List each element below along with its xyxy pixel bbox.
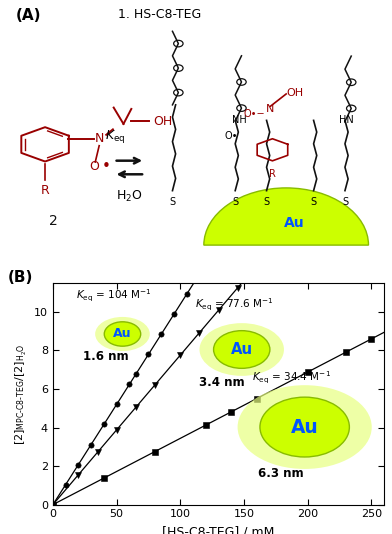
Text: NH: NH xyxy=(232,115,247,125)
Text: $\mathit{K}_{\rm eq}$ = 77.6 M$^{-1}$: $\mathit{K}_{\rm eq}$ = 77.6 M$^{-1}$ xyxy=(195,297,274,313)
Ellipse shape xyxy=(200,323,284,376)
Text: OH: OH xyxy=(153,115,172,128)
Text: $\mathit{K}_{\rm eq}$ = 104 M$^{-1}$: $\mathit{K}_{\rm eq}$ = 104 M$^{-1}$ xyxy=(76,288,152,304)
Text: 6.3 nm: 6.3 nm xyxy=(258,467,304,480)
Text: 1.6 nm: 1.6 nm xyxy=(83,350,128,363)
Text: S: S xyxy=(169,197,176,207)
Text: $\mathit{K}_{\rm eq}$: $\mathit{K}_{\rm eq}$ xyxy=(105,128,126,145)
Text: 2: 2 xyxy=(49,214,57,227)
Text: OH: OH xyxy=(286,88,303,98)
Text: Au: Au xyxy=(113,327,132,341)
Text: H$_2$O: H$_2$O xyxy=(116,189,143,203)
Text: O•: O• xyxy=(225,131,238,141)
Text: (B): (B) xyxy=(8,270,34,285)
Text: N: N xyxy=(94,132,104,145)
Text: Au: Au xyxy=(284,216,304,230)
X-axis label: [HS-C8-TEG] / mM: [HS-C8-TEG] / mM xyxy=(162,525,275,534)
Ellipse shape xyxy=(104,322,141,346)
Text: S: S xyxy=(342,197,348,207)
Text: S: S xyxy=(310,197,317,207)
Ellipse shape xyxy=(214,331,270,368)
Text: Au: Au xyxy=(230,342,253,357)
Text: (A): (A) xyxy=(16,8,41,23)
Ellipse shape xyxy=(95,317,150,351)
Text: S: S xyxy=(263,197,270,207)
Text: $\mathit{K}_{\rm eq}$ = 34.4 M$^{-1}$: $\mathit{K}_{\rm eq}$ = 34.4 M$^{-1}$ xyxy=(252,370,331,387)
Text: O•−: O•− xyxy=(244,109,266,120)
Text: Au: Au xyxy=(291,418,319,437)
Text: O: O xyxy=(89,160,100,172)
Text: R: R xyxy=(41,184,49,197)
Text: R: R xyxy=(269,169,276,179)
Text: 3.4 nm: 3.4 nm xyxy=(199,376,244,389)
Ellipse shape xyxy=(238,385,372,469)
Text: N: N xyxy=(266,104,275,114)
Text: •: • xyxy=(102,159,111,174)
Text: HN: HN xyxy=(339,115,354,125)
Y-axis label: $[2]_{\rm MPC\text{-}C8\text{-}TEG}/[2]_{\rm H_2O}$: $[2]_{\rm MPC\text{-}C8\text{-}TEG}/[2]_… xyxy=(13,343,29,445)
Ellipse shape xyxy=(260,397,349,457)
Wedge shape xyxy=(204,188,368,245)
Text: 1. HS-C8-TEG: 1. HS-C8-TEG xyxy=(118,8,201,21)
Text: S: S xyxy=(232,197,238,207)
